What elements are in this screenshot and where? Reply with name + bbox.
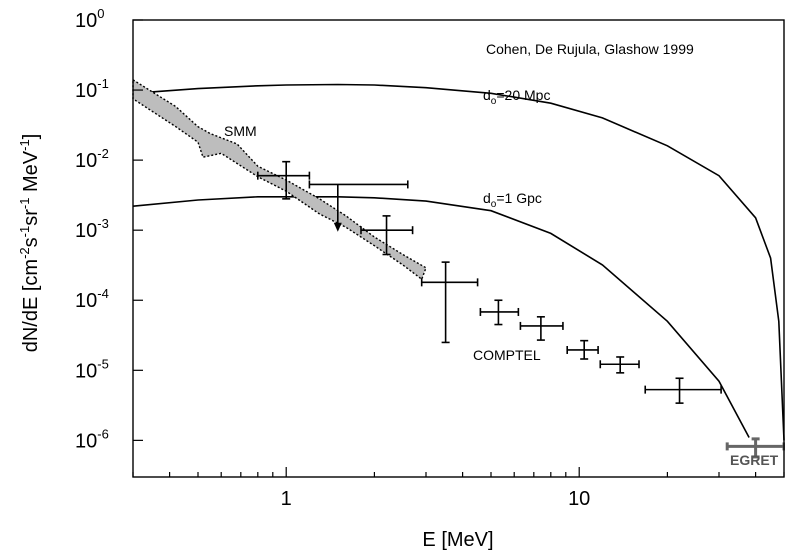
y-tick-label: 100 <box>75 6 104 32</box>
y-tick-label: 10-6 <box>75 426 109 452</box>
upper-limit-arrow <box>333 222 342 232</box>
comptel-point <box>644 377 722 404</box>
y-tick-label: 10-1 <box>75 76 109 102</box>
curve-label-1gpc: do=1 Gpc <box>483 190 542 210</box>
comptel-point <box>479 299 520 326</box>
comptel-label: COMPTEL <box>473 347 541 363</box>
curve-d-o-1-gpc <box>132 196 750 438</box>
plot-frame <box>132 19 785 478</box>
y-tick-label: 10-2 <box>75 146 109 172</box>
egret-label: EGRET <box>730 452 779 468</box>
curve-d-o-20-mpc <box>132 83 785 441</box>
comptel-point <box>519 316 564 341</box>
comptel-point <box>566 339 599 360</box>
reference-annotation: Cohen, De Rujula, Glashow 1999 <box>486 41 694 57</box>
comptel-point <box>257 160 311 200</box>
smm-label: SMM <box>224 123 257 139</box>
smm-band-layer <box>132 78 427 281</box>
curve-label-20mpc: do=20 Mpc <box>483 87 550 107</box>
ticks-layer: 1 10 10-6 10-5 10-4 10-3 10-2 10-1 100 <box>75 6 785 510</box>
curves-layer <box>132 83 785 441</box>
y-tick-label: 10-5 <box>75 356 109 382</box>
comptel-point <box>599 356 640 374</box>
comptel-point <box>420 261 479 344</box>
x-tick-label: 10 <box>568 488 590 510</box>
comptel-point <box>360 215 414 256</box>
y-tick-label: 10-4 <box>75 286 109 312</box>
x-axis-label: E [MeV] <box>422 529 493 551</box>
y-tick-label: 10-3 <box>75 216 109 242</box>
comptel-point <box>308 180 409 232</box>
errorbars-layer <box>257 160 785 459</box>
x-tick-label: 1 <box>281 488 292 510</box>
smm-band <box>132 78 427 281</box>
y-axis-label: dN/dE [cm-2s-1sr-1 MeV-1] <box>17 134 42 353</box>
